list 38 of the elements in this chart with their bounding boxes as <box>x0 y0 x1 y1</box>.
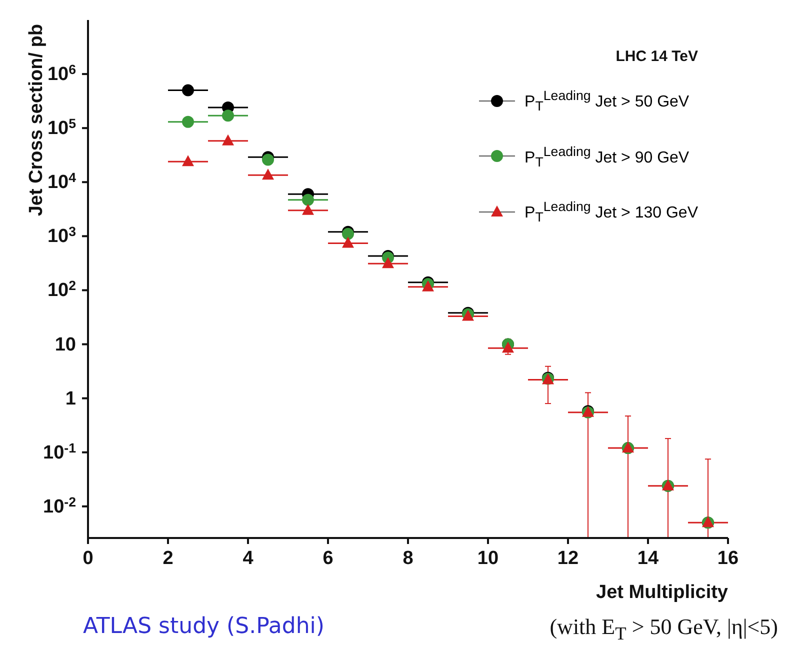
x-tick-label: 4 <box>242 548 254 569</box>
point <box>342 236 354 248</box>
y-tick-label: 10$^{-2}$ <box>43 494 76 518</box>
point <box>182 84 194 96</box>
x-tick-label: 6 <box>322 548 334 569</box>
x-tick-label: 16 <box>717 548 739 569</box>
point <box>262 154 274 166</box>
text: ATLAS study (S.Padhi) <box>83 614 324 641</box>
legend-label: P$_{T}$$^{Leading}$ Jet > 130 GeV <box>524 199 698 225</box>
y-axis-title: Jet Cross section/ pb <box>26 24 47 216</box>
y-tick-label: 10$^{5}$ <box>47 116 77 140</box>
y-tick-label: 10$^{2}$ <box>47 278 76 302</box>
point <box>502 342 514 353</box>
y-tick-label: 10$^{4}$ <box>47 170 77 194</box>
y-tick-label: 10$^{-1}$ <box>43 440 77 464</box>
legend-label: P$_{T}$$^{Leading}$ Jet > 90 GeV <box>524 144 690 170</box>
legend-label: P$_{T}$$^{Leading}$ Jet > 50 GeV <box>524 88 690 114</box>
text: (with E$_{T}$ > 50 GeV, |η|<5) <box>550 614 778 644</box>
point <box>182 116 194 128</box>
x-axis-title: Jet Multiplicity <box>596 582 728 603</box>
y-tick-label: 10 <box>54 334 76 356</box>
point <box>302 194 314 206</box>
y-tick-label: 1 <box>65 388 76 410</box>
y-tick-label: 10$^{6}$ <box>47 62 76 86</box>
x-tick-label: 8 <box>402 548 414 569</box>
x-tick-label: 10 <box>477 548 499 569</box>
point <box>222 110 234 122</box>
point <box>382 257 394 268</box>
point <box>302 204 314 215</box>
x-tick-label: 0 <box>82 548 94 569</box>
x-tick-label: 14 <box>637 548 659 569</box>
y-tick-label: 10$^{3}$ <box>47 224 76 248</box>
annotation: LHC 14 TeV <box>616 48 698 65</box>
point <box>182 155 194 166</box>
point <box>222 134 234 146</box>
point <box>262 168 274 180</box>
x-tick-label: 2 <box>162 548 174 569</box>
x-tick-label: 12 <box>557 548 579 569</box>
